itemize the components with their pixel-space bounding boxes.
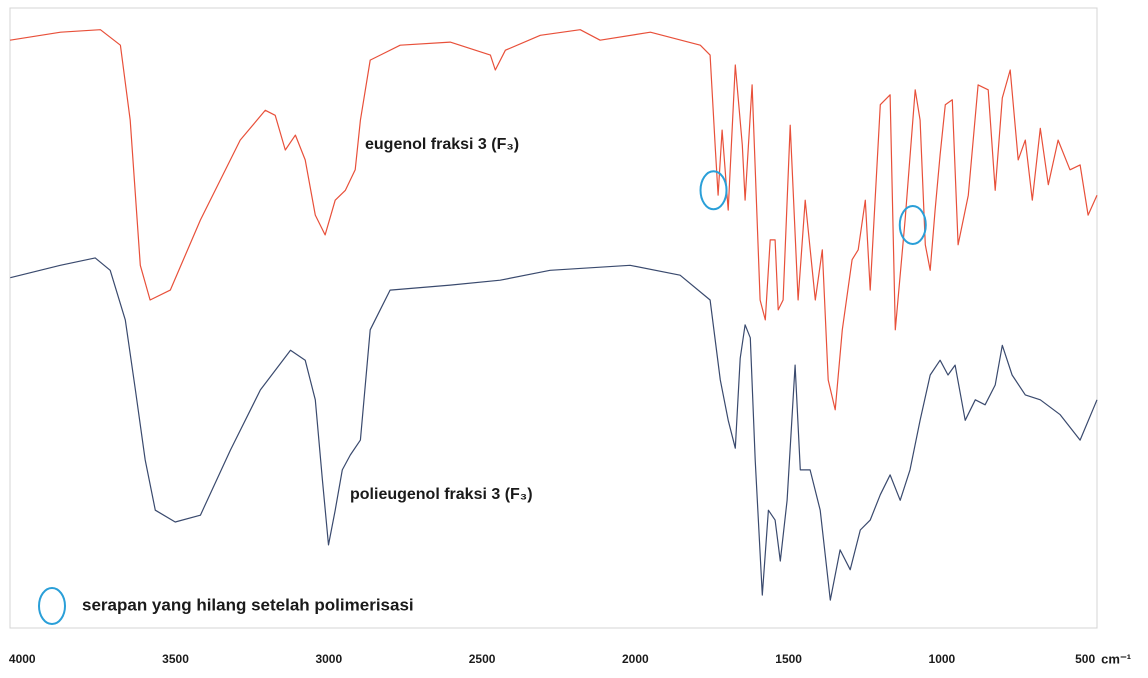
x-unit: cm⁻¹: [1101, 651, 1131, 666]
x-tick-label: 3500: [162, 652, 189, 666]
x-tick-label: 500: [1075, 652, 1095, 666]
series-label: polieugenol fraksi 3 (F₃): [350, 486, 533, 503]
x-tick-label: 4000: [9, 652, 36, 666]
highlight-circle: [898, 205, 927, 245]
series-label: eugenol fraksi 3 (F₃): [365, 136, 519, 153]
spectrum-line: [10, 257, 1098, 601]
x-tick-label: 1500: [775, 652, 802, 666]
legend-symbol: [38, 587, 66, 625]
x-tick-label: 2000: [622, 652, 649, 666]
plot-frame: [9, 7, 1098, 629]
x-tick-label: 2500: [469, 652, 496, 666]
highlight-circle: [699, 170, 728, 211]
spectrum-line: [9, 29, 1098, 411]
legend-label: serapan yang hilang setelah polimerisasi: [82, 595, 414, 614]
x-tick-label: 1000: [929, 652, 956, 666]
x-tick-label: 3000: [315, 652, 342, 666]
